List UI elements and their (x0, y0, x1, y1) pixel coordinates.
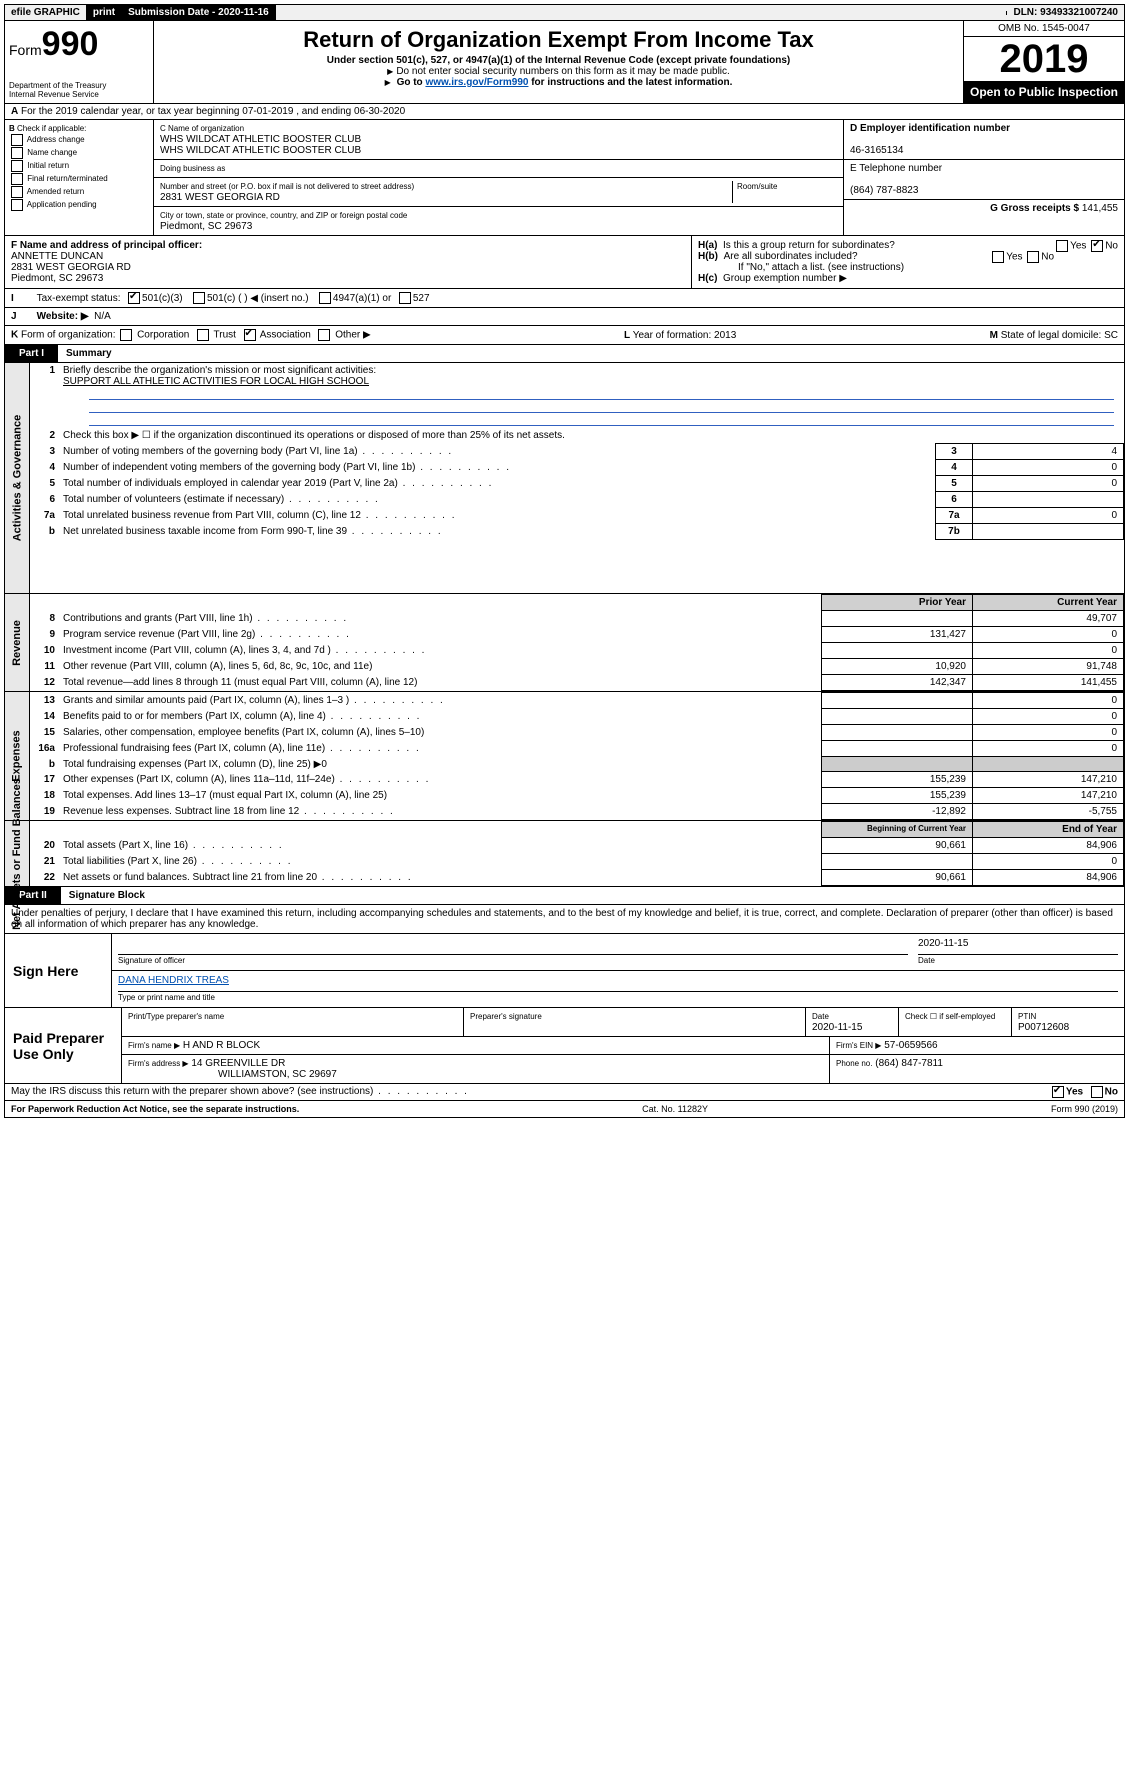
street-row: Number and street (or P.O. box if mail i… (154, 178, 843, 207)
cb-discuss-no[interactable] (1091, 1086, 1103, 1098)
top-toolbar: efile GRAPHIC print Submission Date - 20… (4, 4, 1125, 21)
expenses-vtab: Expenses (11, 730, 23, 781)
gross-receipts-row: G Gross receipts $ 141,455 (844, 200, 1124, 217)
section-f-officer: F Name and address of principal officer:… (5, 236, 692, 288)
netassets-section: Net Assets or Fund Balances Beginning of… (4, 821, 1125, 887)
cb-discuss-yes[interactable] (1052, 1086, 1064, 1098)
cb-amended[interactable]: Amended return (9, 186, 149, 198)
netassets-vtab: Net Assets or Fund Balances (11, 778, 23, 930)
discuss-row: May the IRS discuss this return with the… (4, 1084, 1125, 1101)
submission-date: Submission Date - 2020-11-16 (122, 5, 276, 20)
dln-label: DLN: 93493321007240 (1007, 5, 1124, 20)
row-j-website: J Website: ▶ N/A (4, 308, 1125, 326)
cb-501c[interactable] (193, 292, 205, 304)
form-subtitle: Under section 501(c), 527, or 4947(a)(1)… (158, 55, 959, 66)
cb-other[interactable] (318, 329, 330, 341)
cb-assoc[interactable] (244, 329, 256, 341)
cb-trust[interactable] (197, 329, 209, 341)
row-a-tax-year: A For the 2019 calendar year, or tax yea… (4, 104, 1125, 120)
paid-preparer-block: Paid Preparer Use Only Print/Type prepar… (4, 1008, 1125, 1084)
efile-label: efile GRAPHIC (5, 5, 87, 20)
row-k-form-org: K Form of organization: Corporation Trus… (4, 326, 1125, 345)
part1-tab: Part I (5, 345, 58, 362)
form-note-link: Go to www.irs.gov/Form990 for instructio… (158, 77, 959, 88)
cb-address-change[interactable]: Address change (9, 134, 149, 146)
ein-row: D Employer identification number 46-3165… (844, 120, 1124, 160)
preparer-label: Paid Preparer Use Only (5, 1008, 122, 1083)
revenue-vtab: Revenue (11, 620, 23, 666)
expenses-section: Expenses 13Grants and similar amounts pa… (4, 692, 1125, 821)
part1-header: Part I Summary (4, 345, 1125, 363)
officer-name-link[interactable]: DANA HENDRIX TREAS (118, 975, 229, 986)
dba-row: Doing business as (154, 160, 843, 178)
cb-initial-return[interactable]: Initial return (9, 160, 149, 172)
cb-final-return[interactable]: Final return/terminated (9, 173, 149, 185)
city-row: City or town, state or province, country… (154, 207, 843, 235)
form-title: Return of Organization Exempt From Incom… (158, 27, 959, 53)
cb-4947[interactable] (319, 292, 331, 304)
page-footer: For Paperwork Reduction Act Notice, see … (4, 1101, 1125, 1118)
section-h-group: H(a) Is this a group return for subordin… (692, 236, 1124, 288)
sign-here-block: Sign Here Signature of officer 2020-11-1… (4, 934, 1125, 1008)
officer-group-block: F Name and address of principal officer:… (4, 236, 1125, 289)
phone-row: E Telephone number (864) 787-8823 (844, 160, 1124, 200)
form-header: Form990 Department of the TreasuryIntern… (4, 21, 1125, 104)
irs-link[interactable]: www.irs.gov/Form990 (425, 77, 528, 88)
identity-block: B Check if applicable: Address change Na… (4, 120, 1125, 236)
cb-527[interactable] (399, 292, 411, 304)
org-name-row: C Name of organization WHS WILDCAT ATHLE… (154, 120, 843, 160)
row-i-tax-status: I Tax-exempt status: 501(c)(3) 501(c) ( … (4, 289, 1125, 308)
form-note-ssn: Do not enter social security numbers on … (158, 66, 959, 77)
open-public-badge: Open to Public Inspection (964, 81, 1124, 103)
print-button[interactable]: print (87, 5, 122, 20)
form-number: Form990 (9, 25, 149, 64)
toolbar-spacer (276, 11, 1008, 15)
sign-here-label: Sign Here (5, 934, 112, 1007)
declaration-text: Under penalties of perjury, I declare th… (4, 905, 1125, 934)
governance-section: Activities & Governance 1 Briefly descri… (4, 363, 1125, 594)
governance-vtab: Activities & Governance (11, 415, 23, 542)
revenue-section: Revenue Prior YearCurrent Year 8Contribu… (4, 594, 1125, 692)
cb-501c3[interactable] (128, 292, 140, 304)
cb-name-change[interactable]: Name change (9, 147, 149, 159)
tax-year: 2019 (964, 37, 1124, 81)
section-b-checkboxes: B Check if applicable: Address change Na… (5, 120, 154, 235)
cb-corp[interactable] (120, 329, 132, 341)
part1-title: Summary (58, 345, 120, 362)
part2-title: Signature Block (61, 887, 153, 904)
part2-header: Part II Signature Block (4, 887, 1125, 905)
omb-number: OMB No. 1545-0047 (964, 21, 1124, 37)
cb-app-pending[interactable]: Application pending (9, 199, 149, 211)
dept-label: Department of the TreasuryInternal Reven… (9, 81, 149, 99)
